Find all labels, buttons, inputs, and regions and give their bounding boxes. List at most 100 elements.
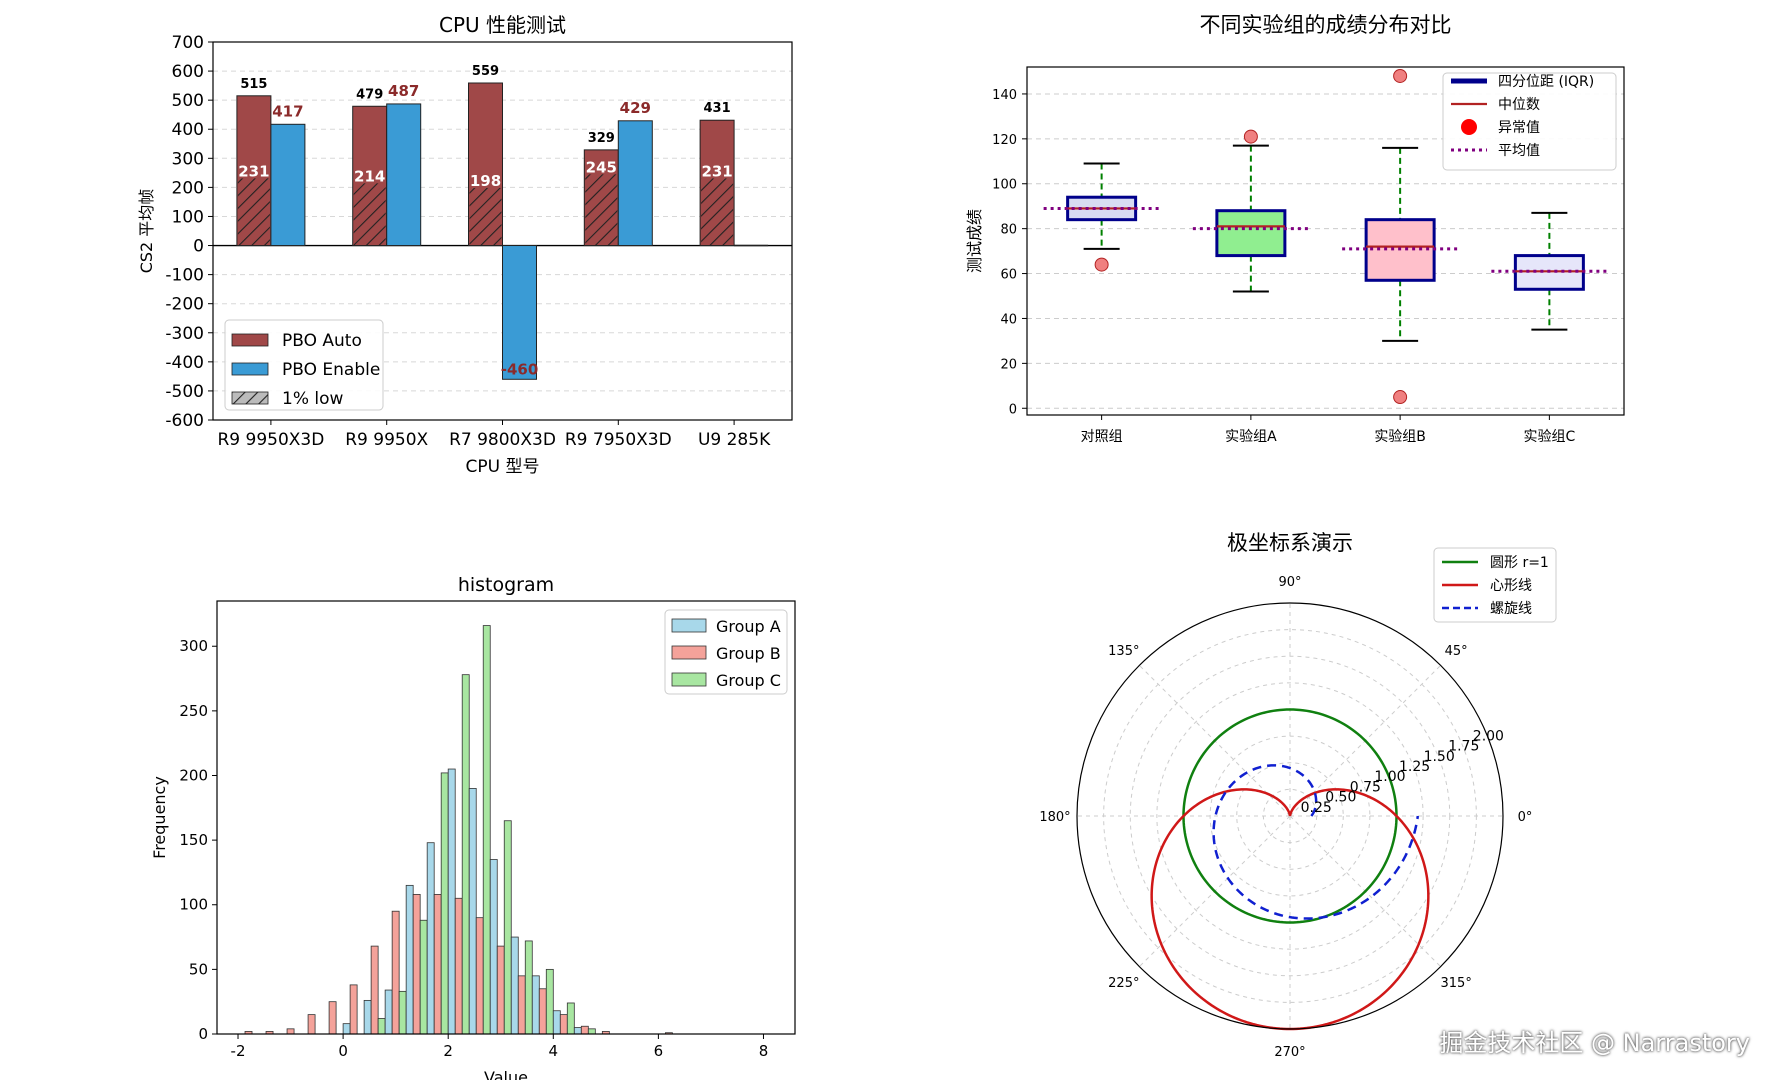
box-legend-label: 四分位距 (IQR) [1498, 74, 1594, 90]
box-ylabel: 测试成绩 [965, 209, 984, 273]
polar-chart: 0.250.500.751.001.251.501.752.00 0° 45° 90°… [1039, 531, 1557, 1060]
polar-grid-circle [1209, 735, 1371, 897]
bar-xtick-label: R7 9800X3D [449, 430, 556, 450]
polar-spiral-curve [1212, 764, 1420, 920]
bar-label-auto: 479 [356, 87, 383, 102]
bar-ytick-label: -500 [165, 382, 204, 402]
polar-angle-label: 270° [1274, 1045, 1305, 1060]
histogram-xtick-label: -2 [231, 1042, 246, 1060]
bar-legend: PBO Auto PBO Enable 1% low [224, 319, 384, 411]
box-ytick-label: 100 [992, 178, 1017, 193]
box-xtick-label: 对照组 [1081, 429, 1123, 445]
histogram-bar [447, 768, 456, 1035]
bar-label-low: 231 [238, 162, 269, 180]
bar-legend-swatch [231, 362, 269, 376]
bar-label-auto: 559 [472, 64, 499, 79]
histogram-legend: Group A Group B Group C [664, 609, 788, 695]
bar-ytick-label: -400 [165, 353, 204, 373]
box-iqr [1215, 209, 1287, 258]
box-ytick-label: 0 [1009, 402, 1017, 417]
polar-rtick-label: 2.00 [1473, 728, 1504, 744]
histogram-ytick-label: 300 [179, 637, 208, 655]
histogram-bar [580, 1025, 589, 1035]
polar-grid-circle [1236, 762, 1344, 870]
polar-angle-label: 45° [1445, 644, 1468, 659]
histogram-xlabel: Value [484, 1068, 528, 1080]
histogram-ytick-label: 0 [198, 1025, 208, 1043]
histogram-bar [370, 945, 379, 1035]
bar-xtick-label: R9 9950X3D [217, 430, 324, 450]
bar-ytick-label: 400 [172, 120, 204, 140]
bar-1pct-low [585, 174, 618, 246]
bar-1pct-low [469, 187, 502, 246]
polar-angle-label: 0° [1518, 810, 1533, 825]
bar-xtick-label: U9 285K [698, 430, 771, 450]
histogram-frame [216, 600, 796, 1035]
bar-legend-label: PBO Auto [282, 331, 362, 351]
histogram-bar [440, 772, 449, 1035]
histogram-xtick-label: 6 [654, 1042, 664, 1060]
histogram-title: histogram [458, 574, 554, 596]
histogram-bar [573, 1027, 582, 1035]
polar-rtick-label: 1.00 [1374, 769, 1405, 785]
polar-rtick-label: 0.50 [1325, 790, 1356, 806]
bar-ytick-label: 700 [172, 33, 204, 53]
bar-ytick-label: -300 [165, 324, 204, 344]
histogram-legend-label: Group B [716, 644, 781, 663]
bar-ylabel: CS2 平均帧 [137, 189, 156, 274]
histogram-bar [405, 884, 414, 1035]
histogram-bar [419, 919, 428, 1035]
histogram-legend-swatch [671, 618, 707, 633]
bar-label-low: 198 [470, 172, 501, 190]
bar-chart: -600 -500 -400 -300 -200 -100 0 100 200 300 400 500… [137, 13, 793, 477]
histogram-bar [566, 1002, 575, 1035]
bar-legend-label: 1% low [282, 389, 343, 409]
polar-rtick-label: 1.50 [1424, 749, 1455, 765]
box-outlier [1393, 390, 1408, 405]
histogram-bar [426, 842, 435, 1035]
histogram-bar [433, 894, 442, 1035]
box-chart: 0 20 40 60 80 100 120 140 对照组 实验组A 实验组B 实验组C 不同实验组的成… [965, 13, 1625, 445]
histogram-ytick-label: 200 [179, 766, 208, 784]
bar-pbo-enable [502, 245, 537, 380]
polar-legend-label: 圆形 r=1 [1490, 555, 1549, 571]
bar-label-auto: 515 [240, 77, 267, 92]
box-outlier [1393, 68, 1408, 83]
watermark: 掘金技术社区 @ Narrastory [1439, 1029, 1750, 1057]
histogram-bar [587, 1028, 596, 1035]
box-ytick-label: 140 [992, 88, 1017, 103]
histogram-bar [328, 1001, 337, 1035]
box-legend-label: 异常值 [1498, 120, 1540, 136]
bar-ytick-label: 300 [172, 149, 204, 169]
histogram-bar [482, 625, 491, 1035]
histogram-legend-label: Group A [716, 617, 781, 636]
histogram-bar [524, 940, 533, 1035]
bar-ytick-label: -600 [165, 411, 204, 431]
histogram-bar [363, 999, 372, 1035]
polar-cardioid-curve [1150, 788, 1430, 1031]
histogram-bar [531, 975, 540, 1035]
polar-rtick-label: 1.75 [1448, 739, 1479, 755]
bar-label-low: 245 [586, 158, 617, 176]
histogram-bar [454, 897, 463, 1035]
histogram-bar [377, 1018, 386, 1035]
histogram-bar [398, 990, 407, 1035]
histogram-bar [342, 1023, 351, 1035]
histogram-ytick-label: 250 [179, 702, 208, 720]
bar-xtick-label: R9 7950X3D [565, 430, 672, 450]
histogram-bar [552, 1010, 561, 1035]
bar-pbo-enable [386, 103, 422, 247]
bar-pbo-enable [617, 120, 653, 247]
histogram-bar [286, 1028, 295, 1035]
bar-label-enable: 487 [388, 82, 419, 100]
histogram-bar [538, 988, 547, 1035]
box-outlier [1243, 129, 1258, 144]
histogram-legend-swatch [671, 645, 707, 660]
bar-xlabel: CPU 型号 [466, 457, 540, 477]
polar-legend-label: 心形线 [1490, 578, 1532, 594]
box-legend-label: 中位数 [1498, 97, 1540, 113]
histogram-bar [545, 968, 554, 1035]
bar-legend-swatch [231, 391, 269, 405]
